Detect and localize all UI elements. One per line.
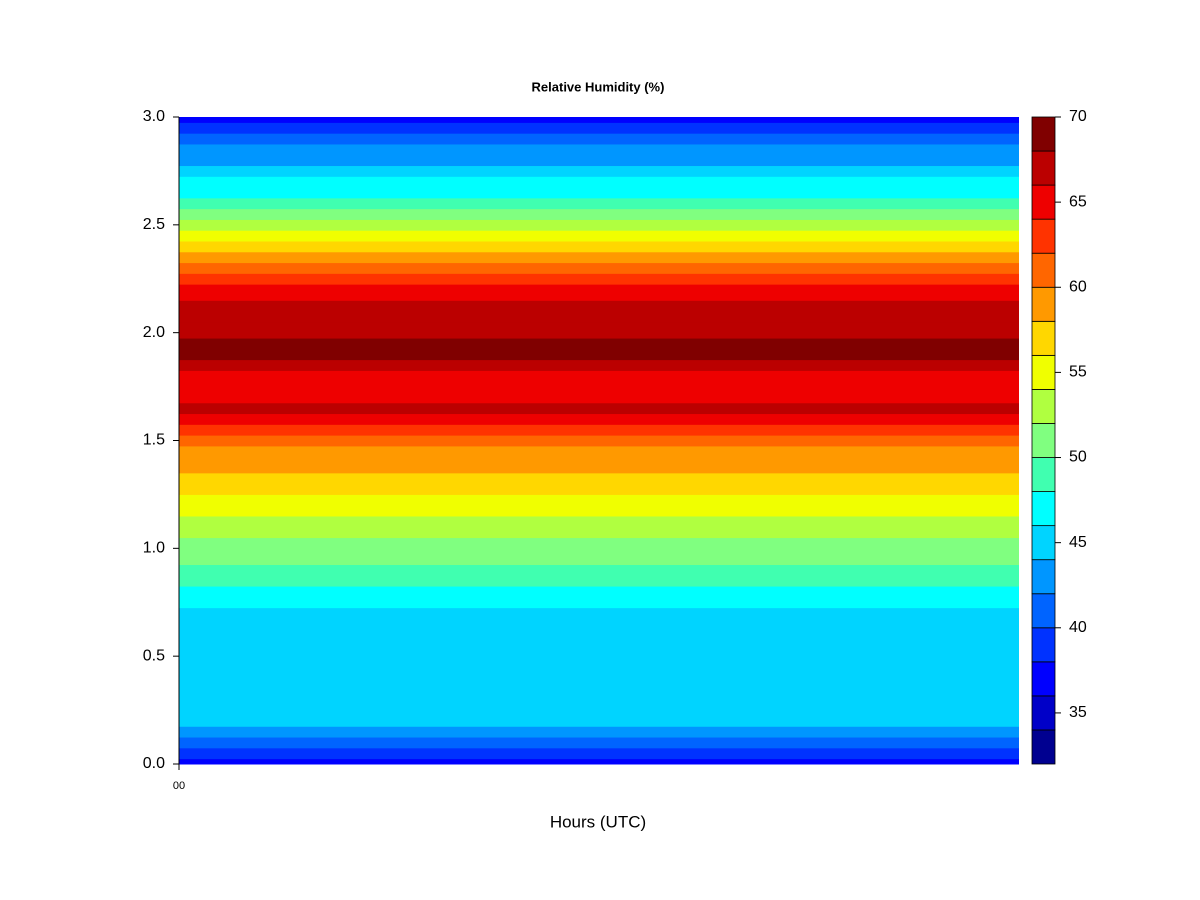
contour-band [179,747,1019,760]
y-tick-label: 2.0 [143,324,165,341]
contour-band [179,737,1019,749]
colorbar-box [1031,627,1056,663]
contour-band [179,575,1019,587]
contour-band [179,143,1019,156]
contour-band [179,586,1019,598]
contour-band [179,300,1019,323]
contour-band [179,251,1019,264]
contour-band [179,370,1019,382]
contour-band [179,133,1019,145]
colorbar-tick-label: 35 [1069,704,1087,721]
colorbar-box [1031,695,1056,731]
colorbar-box [1031,218,1056,254]
contour-band [179,230,1019,242]
contour-band [179,688,1019,711]
contour-band [179,391,1019,404]
contour-band [179,117,1019,123]
y-tick-label: 3.0 [143,108,165,125]
contour-band [179,219,1019,231]
contour-band [179,413,1019,425]
contour-band [179,359,1019,371]
colorbar-box [1031,559,1056,595]
contour-band [179,402,1019,415]
contour-band [179,553,1019,566]
contour-band [179,381,1019,393]
colorbar-box [1031,116,1056,152]
contour-band [179,645,1019,668]
contour-band [179,710,1019,727]
y-tick-label: 1.0 [143,540,165,557]
contour-band [179,666,1019,690]
colorbar-tick-label: 60 [1069,278,1087,295]
contour-band [179,456,1019,474]
contour-band [179,726,1019,738]
contour-band [179,596,1019,609]
contour-band [179,284,1019,301]
contour-band [179,515,1019,539]
contour-band [179,208,1019,220]
contour-band [179,445,1019,458]
contour-band [179,564,1019,576]
y-tick-label: 0.0 [143,755,165,772]
colorbar-box [1031,491,1056,527]
colorbar-tick-label: 55 [1069,364,1087,381]
colorbar-box [1031,286,1056,322]
contour-band [179,607,1019,625]
y-tick-label: 2.5 [143,216,165,233]
contour-band [179,197,1019,210]
contour-band [179,348,1019,361]
colorbar-box [1031,320,1056,356]
contour-band [179,472,1019,495]
colorbar-tick-label: 45 [1069,534,1087,551]
contour-band [179,176,1019,188]
contour-band [179,338,1019,350]
contour-band [179,154,1019,167]
chart-title: Relative Humidity (%) [532,79,665,94]
contour-band [179,494,1019,517]
x-axis-label: Hours (UTC) [550,812,646,831]
colorbar-box [1031,389,1056,424]
contour-band [179,122,1019,134]
contour-band [179,424,1019,436]
contour-band [179,273,1019,285]
y-tick-label: 0.5 [143,647,165,664]
contour-band [179,262,1019,274]
colorbar-box [1031,525,1056,561]
colorbar-box [1031,661,1056,697]
colorbar-tick-label: 40 [1069,619,1087,636]
contour-band [179,165,1019,177]
y-tick-label: 1.5 [143,432,165,449]
colorbar-tick-label: 65 [1069,193,1087,210]
colorbar-box [1031,184,1056,220]
contour-band [179,321,1019,339]
contour-band [179,537,1019,555]
contour-band [179,758,1019,765]
contour-band [179,187,1019,199]
colorbar-tick-label: 70 [1069,108,1087,125]
contour-band [179,241,1019,253]
colorbar-box [1031,150,1056,186]
x-tick-label: 00 [173,780,185,792]
colorbar-box [1031,457,1056,492]
colorbar-box [1031,354,1056,390]
colorbar-box [1031,593,1056,629]
colorbar-box [1031,252,1056,288]
colorbar-tick-label: 50 [1069,449,1087,466]
colorbar-box [1031,729,1056,765]
colorbar-box [1031,423,1056,458]
contour-band [179,623,1019,646]
contour-band [179,435,1019,447]
